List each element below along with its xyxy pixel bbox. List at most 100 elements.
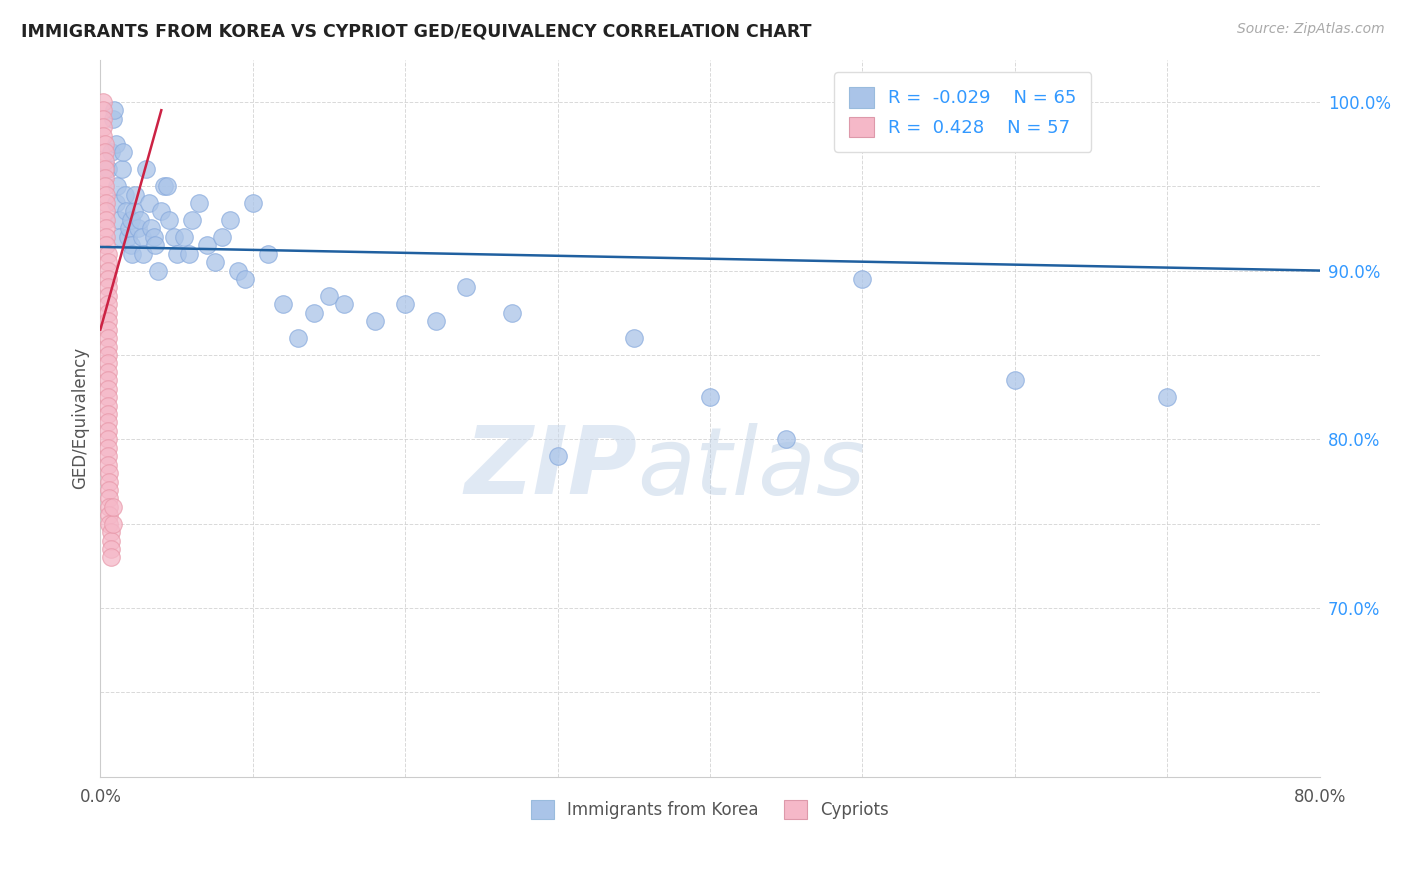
Point bbox=[139, 221, 162, 235]
Point bbox=[120, 213, 142, 227]
Point bbox=[96, 229, 118, 244]
Point bbox=[97, 255, 120, 269]
Point bbox=[150, 204, 173, 219]
Point bbox=[97, 365, 120, 379]
Point bbox=[97, 289, 120, 303]
Point bbox=[94, 162, 117, 177]
Point bbox=[1156, 390, 1178, 404]
Point bbox=[101, 500, 124, 514]
Point bbox=[97, 399, 120, 413]
Text: atlas: atlas bbox=[637, 423, 865, 514]
Point bbox=[96, 221, 118, 235]
Point bbox=[98, 508, 121, 523]
Point bbox=[105, 179, 128, 194]
Point bbox=[1004, 373, 1026, 387]
Point bbox=[623, 331, 645, 345]
Point bbox=[166, 246, 188, 260]
Text: ZIP: ZIP bbox=[464, 423, 637, 515]
Point bbox=[98, 475, 121, 489]
Point bbox=[180, 213, 202, 227]
Point bbox=[107, 213, 129, 227]
Point bbox=[699, 390, 721, 404]
Point bbox=[271, 297, 294, 311]
Point bbox=[162, 229, 184, 244]
Point bbox=[93, 112, 115, 126]
Point bbox=[97, 314, 120, 328]
Point bbox=[775, 433, 797, 447]
Point bbox=[97, 373, 120, 387]
Point bbox=[115, 204, 138, 219]
Point bbox=[118, 221, 141, 235]
Point bbox=[98, 466, 121, 480]
Point bbox=[211, 229, 233, 244]
Point bbox=[97, 323, 120, 337]
Point bbox=[122, 204, 145, 219]
Point bbox=[93, 128, 115, 143]
Point bbox=[226, 263, 249, 277]
Point bbox=[157, 213, 180, 227]
Point bbox=[138, 196, 160, 211]
Point bbox=[333, 297, 356, 311]
Point bbox=[93, 95, 115, 109]
Point bbox=[501, 306, 523, 320]
Point bbox=[93, 120, 115, 134]
Point bbox=[97, 306, 120, 320]
Point bbox=[363, 314, 385, 328]
Point bbox=[153, 179, 176, 194]
Point bbox=[96, 238, 118, 252]
Text: IMMIGRANTS FROM KOREA VS CYPRIOT GED/EQUIVALENCY CORRELATION CHART: IMMIGRANTS FROM KOREA VS CYPRIOT GED/EQU… bbox=[21, 22, 811, 40]
Point bbox=[98, 483, 121, 497]
Point bbox=[98, 516, 121, 531]
Point bbox=[117, 229, 139, 244]
Point bbox=[173, 229, 195, 244]
Point bbox=[142, 229, 165, 244]
Point bbox=[100, 550, 122, 565]
Point bbox=[97, 416, 120, 430]
Point bbox=[101, 112, 124, 126]
Point bbox=[97, 382, 120, 396]
Point bbox=[131, 229, 153, 244]
Point bbox=[104, 196, 127, 211]
Point bbox=[97, 458, 120, 472]
Point bbox=[204, 255, 226, 269]
Point bbox=[425, 314, 447, 328]
Point bbox=[104, 136, 127, 151]
Point bbox=[100, 145, 122, 160]
Point bbox=[121, 246, 143, 260]
Point bbox=[318, 289, 340, 303]
Point bbox=[456, 280, 478, 294]
Point bbox=[287, 331, 309, 345]
Point bbox=[120, 238, 142, 252]
Point bbox=[97, 348, 120, 362]
Point bbox=[851, 272, 873, 286]
Point bbox=[97, 441, 120, 455]
Point bbox=[148, 263, 170, 277]
Point bbox=[94, 153, 117, 168]
Point bbox=[97, 433, 120, 447]
Point bbox=[97, 424, 120, 438]
Point bbox=[100, 525, 122, 540]
Point bbox=[97, 390, 120, 404]
Y-axis label: GED/Equivalency: GED/Equivalency bbox=[72, 347, 89, 490]
Point bbox=[98, 491, 121, 506]
Point bbox=[97, 272, 120, 286]
Point bbox=[97, 331, 120, 345]
Point bbox=[97, 449, 120, 463]
Point bbox=[135, 162, 157, 177]
Point bbox=[195, 238, 218, 252]
Point bbox=[177, 246, 200, 260]
Point bbox=[188, 196, 211, 211]
Point bbox=[98, 500, 121, 514]
Point bbox=[233, 272, 256, 286]
Point bbox=[156, 179, 179, 194]
Point bbox=[97, 407, 120, 421]
Point bbox=[94, 136, 117, 151]
Point bbox=[97, 280, 120, 294]
Point bbox=[93, 103, 115, 118]
Point bbox=[132, 246, 155, 260]
Point bbox=[97, 263, 120, 277]
Point bbox=[111, 162, 134, 177]
Point bbox=[112, 145, 135, 160]
Point bbox=[96, 196, 118, 211]
Point bbox=[143, 238, 166, 252]
